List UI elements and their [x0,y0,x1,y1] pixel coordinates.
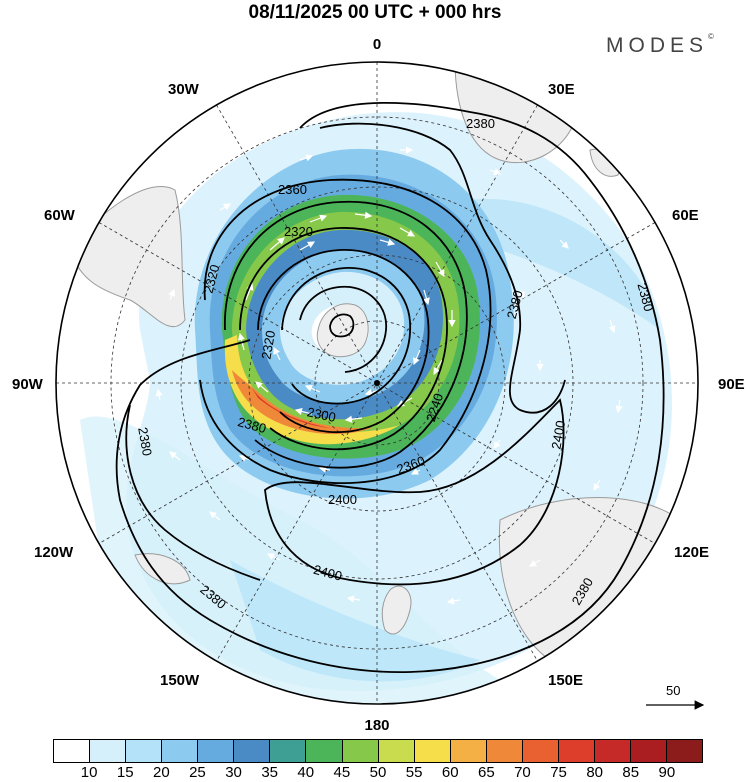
contour-label: 2380 [504,289,526,321]
colorbar-swatch [558,740,595,762]
colorbar-tick-label: 85 [622,764,640,781]
contour-lines [115,101,665,673]
colorbar-swatch [234,740,271,762]
colorbar-tick-label: 50 [369,764,387,781]
lon-label-0: 0 [373,36,381,53]
contour-label: 2380 [135,426,155,457]
colorbar-tick-label: 55 [405,764,423,781]
brand-logo: MODES© [606,32,714,58]
contour-label: 2400 [328,492,357,507]
colorbar-swatch [486,740,523,762]
contour-label: 2380 [466,116,495,131]
colorbar-tick-label: 30 [225,764,242,781]
colorbar-swatch [414,740,451,762]
longitude-labels: 0 30E 60E 90E 120E 150E 180 150W 120W 90… [12,36,745,734]
colorbar-tick-label: 15 [116,764,134,781]
contour-label: 2360 [278,182,307,197]
map-boundary [55,61,699,705]
copyright-mark: © [708,32,714,41]
colorbar-swatch [631,740,668,762]
contour-label: 2300 [306,404,337,425]
colorbar-tick-label: 65 [477,764,495,781]
colorbar-tick-label: 35 [261,764,278,781]
colorbar-tick-label: 10 [80,764,98,781]
vector-scale-value: 50 [666,683,681,698]
colorbar-tick-label: 20 [152,764,170,781]
colorbar-tick-label: 25 [189,764,206,781]
lon-label-90e: 90E [718,376,745,393]
colorbar-swatch [90,740,127,762]
contour-label: 2400 [312,562,344,584]
colorbar-tick-label: 40 [297,764,315,781]
lon-label-150w: 150W [160,672,200,689]
contour-label: 2380 [236,414,268,436]
lon-label-90w: 90W [12,376,44,393]
colorbar-tick-label: 60 [441,764,459,781]
colorbar-tick-label: 45 [333,764,351,781]
map-disc [56,62,698,704]
lon-label-120w: 120W [34,544,74,561]
colorbar-swatch [450,740,487,762]
colorbar [53,739,703,763]
lon-label-150e: 150E [548,672,583,689]
colorbar-swatch [522,740,559,762]
colorbar-swatch [198,740,235,762]
colorbar-tick-label: 75 [550,764,567,781]
colorbar-tick-label: 90 [658,764,676,781]
colorbar-swatch [270,740,307,762]
colorbar-swatch [342,740,379,762]
contour-label: 2380 [635,281,657,313]
colorbar-swatch [162,740,199,762]
colorbar-tick-label: 80 [586,764,603,781]
colorbar-swatch [306,740,343,762]
wind-vectors [155,146,623,605]
lon-label-30e: 30E [548,81,575,98]
lon-label-120e: 120E [674,544,709,561]
colorbar-swatch [594,740,631,762]
colorbar-swatch [54,740,91,762]
lon-label-60w: 60W [44,207,76,224]
contour-label: 2320 [284,224,313,239]
colorbar-swatch [667,740,703,762]
lon-label-60e: 60E [672,207,699,224]
pole-point [374,380,380,386]
colorbar-swatch [126,740,163,762]
chart-title: 08/11/2025 00 UTC + 000 hrs [248,2,502,23]
contour-label: 2320 [258,329,278,360]
colorbar-ticks: 10 15 20 25 30 35 40 45 50 55 60 65 70 75 80 85 90 [0,764,750,782]
contour-label: 2400 [548,419,568,450]
lon-label-30w: 30W [168,81,200,98]
lon-label-180: 180 [364,717,389,734]
colorbar-swatch [378,740,415,762]
contour-label: 2320 [201,263,223,295]
colorbar-tick-label: 70 [514,764,531,781]
brand-text: MODES [606,34,709,57]
